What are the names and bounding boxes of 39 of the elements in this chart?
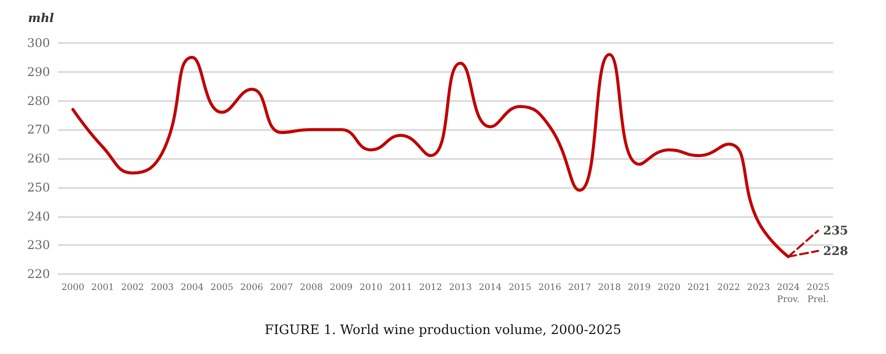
y-tick-label: 300 bbox=[27, 36, 50, 50]
y-tick-label: 220 bbox=[27, 267, 50, 281]
x-tick-label: 2012 bbox=[419, 283, 442, 293]
x-tick-label: 2001 bbox=[91, 283, 114, 293]
x-tick-label: 2015 bbox=[508, 283, 532, 293]
x-tick-label: 2004 bbox=[180, 283, 204, 293]
y-tick-label: 240 bbox=[27, 209, 50, 224]
y-axis-title: mhl bbox=[28, 11, 54, 25]
x-tick-label: 2021 bbox=[687, 283, 710, 293]
y-tick-label: 260 bbox=[27, 152, 50, 166]
y-tick-label: 280 bbox=[27, 94, 50, 108]
x-tick-label: 2020 bbox=[658, 283, 681, 293]
y-tick-label: 250 bbox=[27, 180, 50, 194]
x-tick-label: 2019 bbox=[628, 283, 651, 293]
x-tick-label: 2025 Prel. bbox=[806, 283, 830, 305]
x-tick-label: 2006 bbox=[240, 283, 264, 293]
x-tick-label: 2016 bbox=[538, 283, 562, 293]
x-tick-label: 2007 bbox=[270, 283, 294, 293]
x-tick-label: 2010 bbox=[360, 283, 383, 293]
y-tick-label: 270 bbox=[27, 122, 50, 137]
y-tick-label: 290 bbox=[27, 64, 50, 79]
x-tick-label: 2013 bbox=[448, 283, 472, 293]
x-tick-label: 2002 bbox=[121, 283, 144, 293]
x-tick-label: 2022 bbox=[717, 283, 740, 293]
x-tick-label: 2023 bbox=[747, 283, 770, 293]
x-tick-label: 2011 bbox=[389, 283, 412, 293]
x-tick-label: 2000 bbox=[61, 283, 85, 293]
x-tick-label: 2008 bbox=[300, 283, 324, 293]
x-tick-label: 2014 bbox=[478, 283, 502, 293]
x-tick-label: 2009 bbox=[330, 283, 353, 293]
y-tick-label: 230 bbox=[27, 238, 50, 252]
x-tick-label: 2005 bbox=[210, 283, 234, 293]
x-tick-label: 2018 bbox=[598, 283, 622, 293]
data-label: 235 bbox=[823, 224, 848, 238]
data-label: 228 bbox=[823, 244, 848, 258]
x-tick-label: 2017 bbox=[568, 283, 592, 293]
x-tick-label: 2024 Prov. bbox=[776, 283, 800, 305]
x-tick-label: 2003 bbox=[150, 283, 174, 293]
text: FIGURE 1. World wine production volume, 2000-2025 bbox=[264, 323, 622, 338]
